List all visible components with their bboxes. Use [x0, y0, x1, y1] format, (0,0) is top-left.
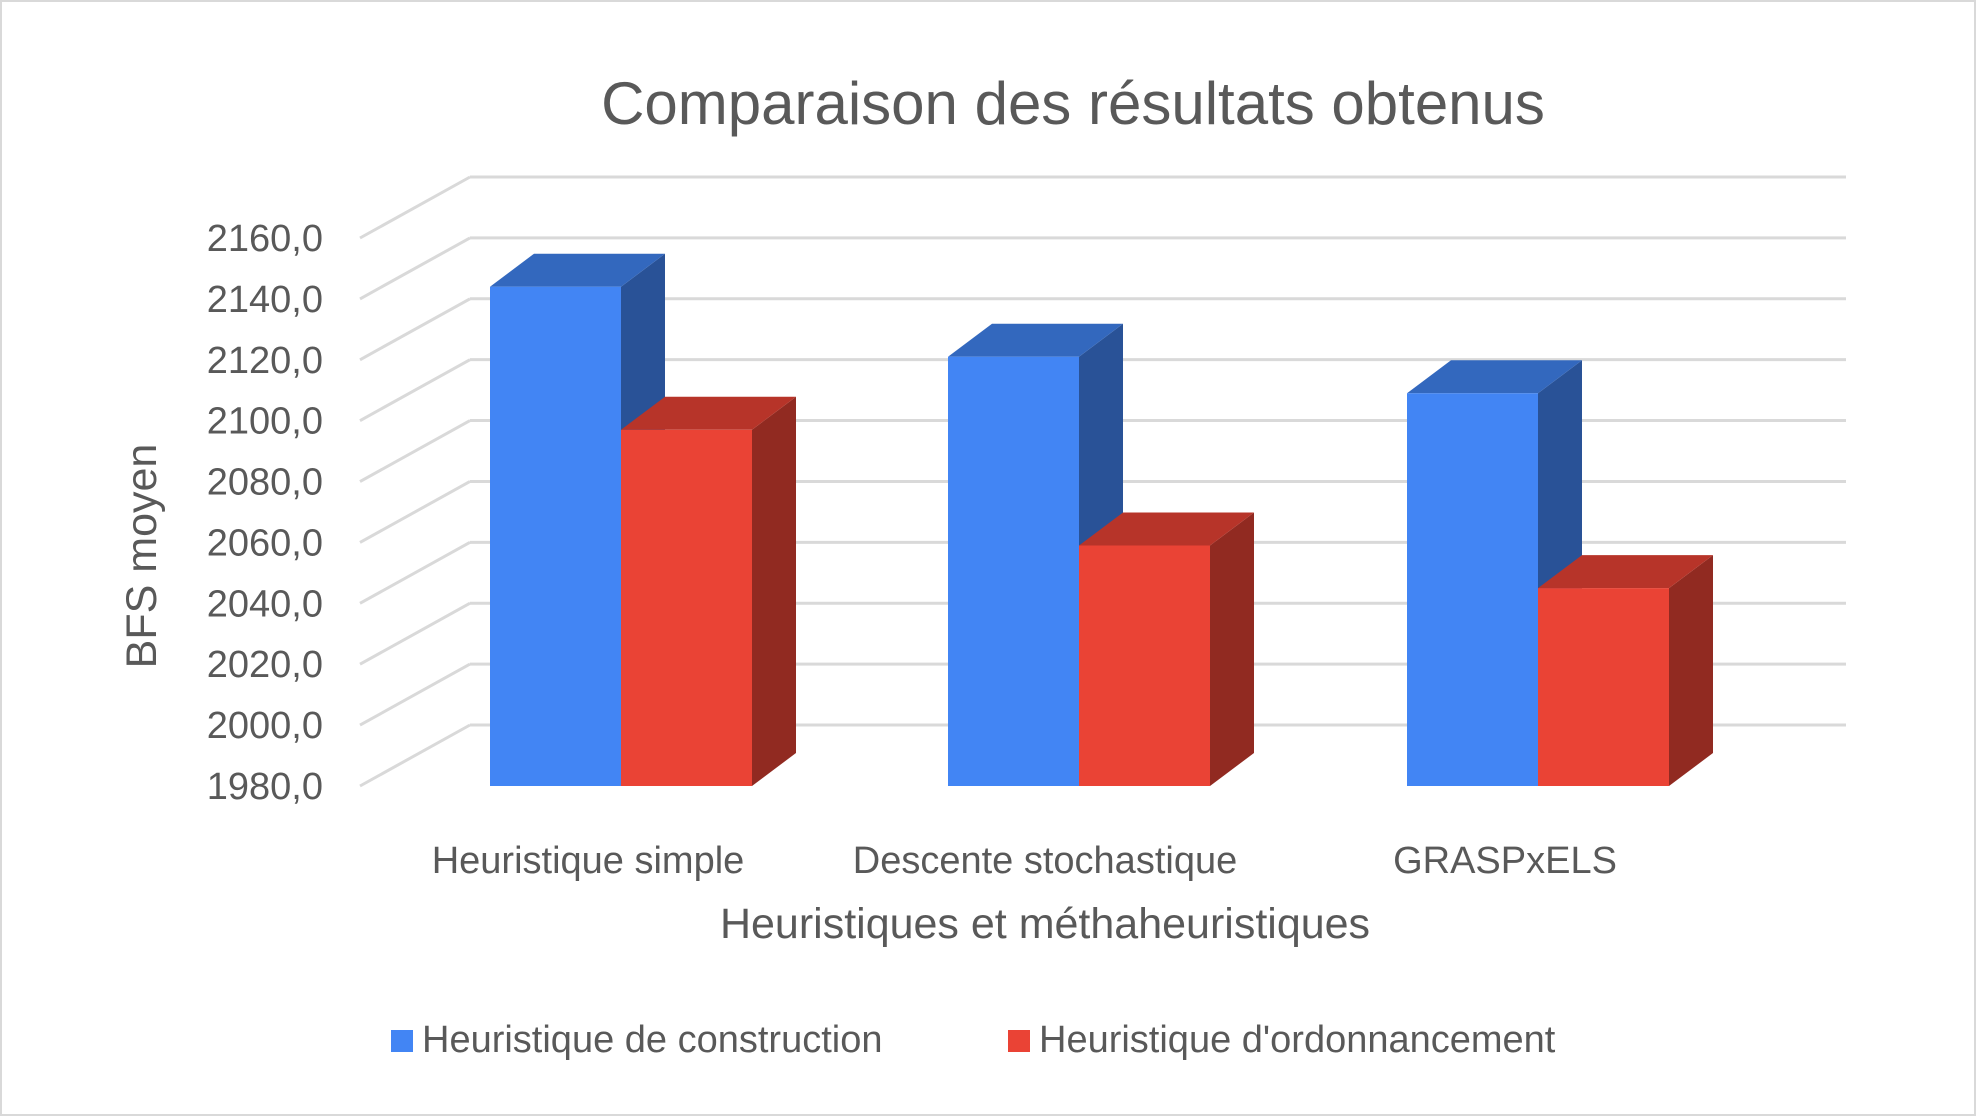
- gridline-side: [359, 723, 471, 788]
- y-tick-label: 2020,0: [207, 644, 323, 686]
- gridline-side: [359, 175, 471, 240]
- bar-front: [948, 356, 1079, 786]
- bar-top: [621, 396, 796, 430]
- y-axis-title: BFS moyen: [118, 444, 166, 669]
- gridline-side: [359, 601, 471, 666]
- gridline-side: [359, 480, 471, 544]
- bar-top: [948, 323, 1123, 357]
- gridline-side: [359, 419, 471, 483]
- bar-side: [752, 396, 796, 786]
- gridline-side: [359, 541, 471, 605]
- y-tick-label: 1980,0: [207, 766, 323, 808]
- bar-side: [1669, 555, 1713, 786]
- bar-front: [1538, 588, 1669, 786]
- bar: [1079, 512, 1254, 786]
- x-axis-title: Heuristiques et méthaheuristiques: [720, 900, 1370, 948]
- bar-top: [1079, 512, 1254, 546]
- bar-front: [1407, 393, 1538, 786]
- bar-top: [490, 253, 665, 287]
- y-tick-label: 2160,0: [207, 218, 323, 260]
- legend-swatch: [391, 1030, 413, 1052]
- legend-label: Heuristique d'ordonnancement: [1039, 1019, 1556, 1061]
- y-tick-label: 2120,0: [207, 340, 323, 382]
- y-tick-label: 2100,0: [207, 401, 323, 443]
- y-tick-label: 2080,0: [207, 462, 323, 504]
- bar-front: [1079, 545, 1210, 786]
- bar: [1538, 555, 1713, 786]
- gridline-side: [359, 662, 471, 727]
- legend-swatch: [1008, 1030, 1030, 1052]
- legend: Heuristique de construction Heuristique d…: [391, 1019, 1556, 1061]
- bar-top: [1407, 360, 1582, 394]
- gridline-side: [359, 297, 471, 362]
- bars: [490, 253, 1713, 786]
- x-category-label: Heuristique simple: [432, 840, 745, 882]
- legend-label: Heuristique de construction: [422, 1019, 882, 1061]
- bar-side: [1210, 512, 1254, 786]
- gridline-side: [359, 358, 471, 422]
- x-category-label: GRASPxELS: [1393, 840, 1617, 882]
- y-tick-label: 2140,0: [207, 279, 323, 321]
- y-axis-ticks: 1980,0 2000,0 2020,0 2040,0 2060,0 2080,0 2100…: [207, 218, 323, 808]
- y-tick-label: 2000,0: [207, 705, 323, 747]
- bar-front: [621, 429, 752, 786]
- y-tick-label: 2040,0: [207, 583, 323, 625]
- gridline-side: [359, 236, 471, 301]
- x-category-label: Descente stochastique: [853, 840, 1237, 882]
- chart-title: Comparaison des résultats obtenus: [601, 70, 1545, 137]
- x-axis-categories: Heuristique simple Descente stochastique G…: [432, 840, 1617, 882]
- y-tick-label: 2060,0: [207, 522, 323, 564]
- bar: [621, 396, 796, 786]
- bar-top: [1538, 555, 1713, 589]
- bar-front: [490, 286, 621, 786]
